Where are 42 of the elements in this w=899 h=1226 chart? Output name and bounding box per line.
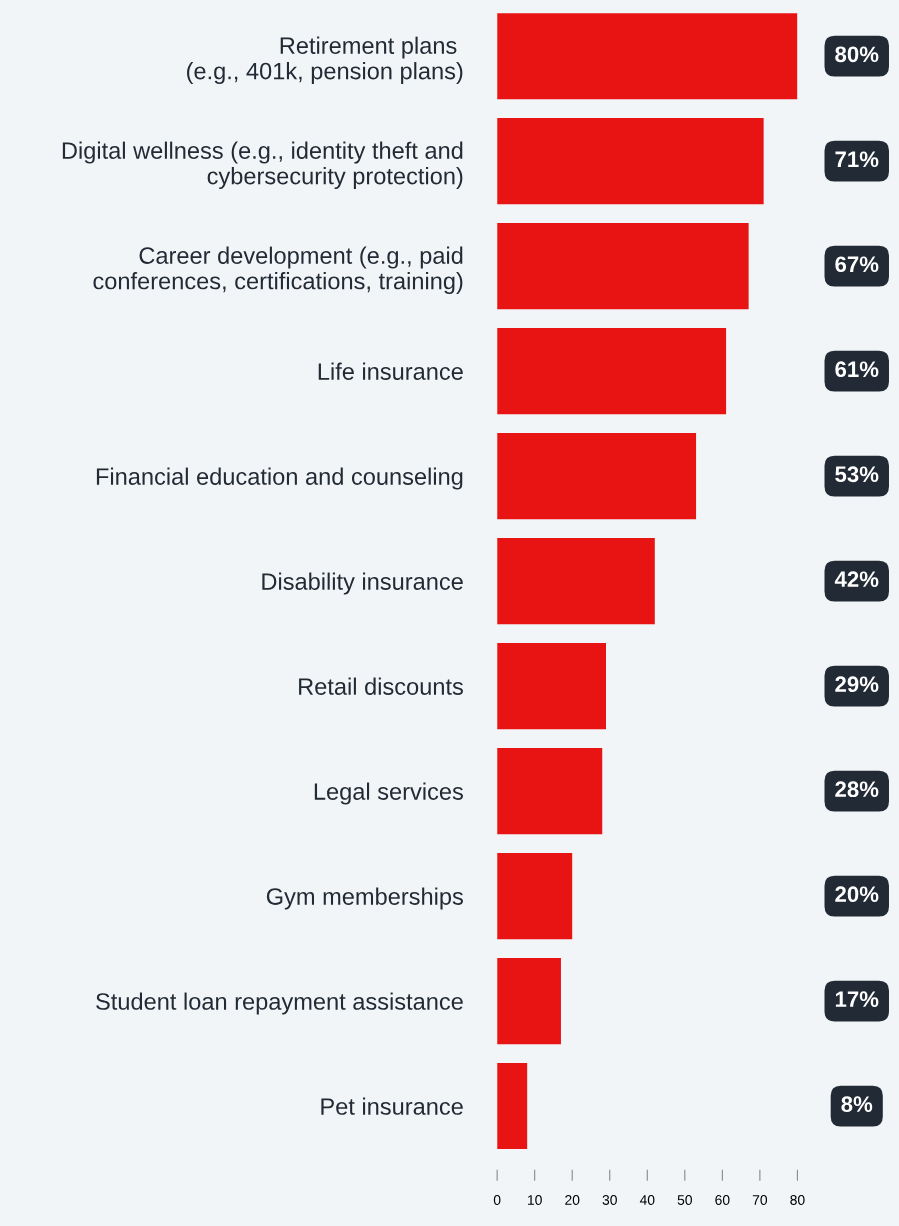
y-tick-label: Student loan repayment assistance xyxy=(96,992,463,1015)
bar xyxy=(497,223,749,310)
x-tick-label: 80 xyxy=(790,1195,805,1205)
data-label: 29% xyxy=(835,676,879,693)
x-tick-label: 40 xyxy=(639,1195,655,1205)
y-tick-label: Disability insurance xyxy=(262,572,463,595)
y-tick-label: Legal services xyxy=(314,782,463,805)
data-label: 17% xyxy=(835,991,879,1007)
y-tick-label: Retirement plans (e.g., 401k, pension plans) xyxy=(187,36,463,85)
y-tick-label: Career development (e.g., paid conferences, certifications, training) xyxy=(93,246,463,295)
bar xyxy=(497,538,655,625)
data-label: 8% xyxy=(841,1096,873,1113)
data-label: 80% xyxy=(835,46,879,63)
x-tick-label: 10 xyxy=(528,1195,542,1205)
data-label: 28% xyxy=(835,781,879,798)
y-tick-label: Pet insurance xyxy=(321,1097,463,1115)
y-tick-label: Gym memberships xyxy=(266,887,463,910)
bar xyxy=(497,853,573,940)
bar xyxy=(497,748,603,835)
y-tick-label: Retail discounts xyxy=(299,677,463,695)
bar xyxy=(497,433,697,520)
data-label: 67% xyxy=(835,256,879,273)
data-label: 20% xyxy=(835,886,879,903)
bar xyxy=(497,13,798,100)
x-tick-label: 0 xyxy=(493,1195,501,1205)
x-tick-label: 50 xyxy=(677,1195,692,1205)
bar xyxy=(497,1063,528,1150)
x-tick-label: 60 xyxy=(715,1195,730,1205)
y-tick-label: Financial education and counseling xyxy=(96,467,463,490)
y-tick-label: Digital wellness (e.g., identity theft and cybersecurity protection) xyxy=(62,141,463,190)
data-label: 42% xyxy=(834,571,879,588)
bar xyxy=(497,118,764,205)
bar xyxy=(497,328,727,415)
x-tick-label: 70 xyxy=(752,1195,768,1205)
data-label: 71% xyxy=(835,151,879,168)
data-label: 61% xyxy=(835,361,879,378)
x-tick-label: 20 xyxy=(565,1195,580,1205)
y-tick-label: Life insurance xyxy=(318,362,463,380)
bar xyxy=(497,958,561,1045)
bar xyxy=(497,643,606,730)
data-label: 53% xyxy=(835,466,879,483)
x-tick-label: 30 xyxy=(602,1195,617,1205)
